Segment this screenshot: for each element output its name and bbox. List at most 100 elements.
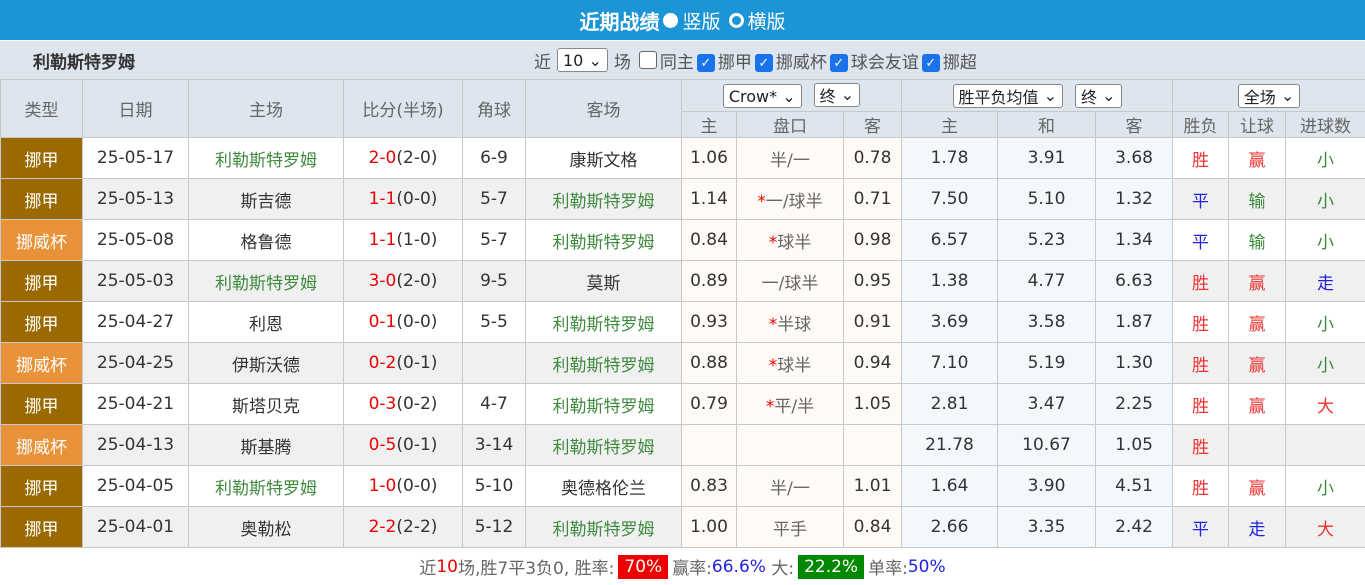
corners: 5-5 — [463, 302, 526, 343]
match-date: 25-04-27 — [83, 302, 189, 343]
goals-result: 大 — [1286, 384, 1365, 425]
win-odds: 2.66 — [902, 507, 998, 548]
away-team[interactable]: 利勒斯特罗姆 — [526, 220, 682, 261]
result: 胜 — [1173, 384, 1229, 425]
league-checkbox[interactable]: ✓ — [830, 54, 848, 72]
away-team[interactable]: 利勒斯特罗姆 — [526, 425, 682, 466]
match-date: 25-04-21 — [83, 384, 189, 425]
home-team[interactable]: 利恩 — [189, 302, 344, 343]
stage-select-1[interactable]: 终 ⌄ — [814, 83, 861, 107]
ah-line — [737, 425, 844, 466]
line-value: 一/球半 — [766, 192, 823, 212]
score[interactable]: 2-0(2-0) — [344, 138, 463, 179]
league-type[interactable]: 挪甲 — [1, 179, 83, 220]
chevron-down-icon: ⌄ — [1281, 86, 1294, 105]
loss-odds: 2.42 — [1096, 507, 1173, 548]
half-time-score: (0-0) — [396, 312, 437, 332]
away-team[interactable]: 利勒斯特罗姆 — [526, 384, 682, 425]
corners: 5-12 — [463, 507, 526, 548]
away-team[interactable]: 利勒斯特罗姆 — [526, 343, 682, 384]
goals-result: 走 — [1286, 261, 1365, 302]
draw-odds: 3.58 — [998, 302, 1096, 343]
company-select[interactable]: Crow* ⌄ — [723, 84, 802, 108]
league-type[interactable]: 挪威杯 — [1, 425, 83, 466]
league-type[interactable]: 挪甲 — [1, 138, 83, 179]
ah-home-odds: 0.84 — [682, 220, 737, 261]
count-select[interactable]: 10 ⌄ — [557, 48, 608, 72]
home-team[interactable]: 利勒斯特罗姆 — [189, 261, 344, 302]
table-row: 挪威杯 25-04-13 斯基腾 0-5(0-1) 3-14 利勒斯特罗姆 21… — [1, 425, 1365, 466]
score[interactable]: 0-3(0-2) — [344, 384, 463, 425]
result: 胜 — [1173, 425, 1229, 466]
summary-text: 赢率: — [672, 554, 712, 579]
league-type[interactable]: 挪甲 — [1, 507, 83, 548]
league-checkbox[interactable]: ✓ — [697, 54, 715, 72]
goals-result — [1286, 425, 1365, 466]
score[interactable]: 1-1(0-0) — [344, 179, 463, 220]
league-type[interactable]: 挪威杯 — [1, 220, 83, 261]
score[interactable]: 0-1(0-0) — [344, 302, 463, 343]
subcol: 主 — [902, 112, 998, 138]
loss-odds: 4.51 — [1096, 466, 1173, 507]
home-team[interactable]: 利勒斯特罗姆 — [189, 466, 344, 507]
ah-home-odds: 0.83 — [682, 466, 737, 507]
range-controls: 全场 ⌄ — [1173, 80, 1365, 112]
away-team[interactable]: 康斯文格 — [526, 138, 682, 179]
away-team[interactable]: 利勒斯特罗姆 — [526, 179, 682, 220]
league-type[interactable]: 挪威杯 — [1, 343, 83, 384]
home-team[interactable]: 斯塔贝克 — [189, 384, 344, 425]
team-name: 利勒斯特罗姆 — [33, 48, 135, 73]
ah-result: 赢 — [1229, 384, 1286, 425]
radio-horizontal[interactable] — [729, 13, 744, 28]
away-team[interactable]: 奥德格伦兰 — [526, 466, 682, 507]
chevron-down-icon: ⌄ — [782, 87, 795, 106]
league-type[interactable]: 挪甲 — [1, 466, 83, 507]
odds-type-select[interactable]: 胜平负均值 ⌄ — [953, 84, 1064, 108]
match-date: 25-04-05 — [83, 466, 189, 507]
half-time-score: (2-0) — [396, 148, 437, 168]
score[interactable]: 1-0(0-0) — [344, 466, 463, 507]
table-row: 挪甲 25-04-27 利恩 0-1(0-0) 5-5 利勒斯特罗姆 0.93 … — [1, 302, 1365, 343]
match-date: 25-04-25 — [83, 343, 189, 384]
score[interactable]: 3-0(2-0) — [344, 261, 463, 302]
away-team[interactable]: 莫斯 — [526, 261, 682, 302]
subcol: 客 — [844, 112, 902, 138]
subcol: 主 — [682, 112, 737, 138]
radio-vertical-label[interactable]: 竖版 — [682, 7, 720, 34]
home-team[interactable]: 斯吉德 — [189, 179, 344, 220]
range-select[interactable]: 全场 ⌄ — [1238, 84, 1301, 108]
stage-select-2[interactable]: 终 ⌄ — [1075, 84, 1122, 108]
ah-home-odds — [682, 425, 737, 466]
col-date: 日期 — [83, 80, 189, 138]
league-type[interactable]: 挪甲 — [1, 384, 83, 425]
ah-line: 半/一 — [737, 138, 844, 179]
home-team[interactable]: 斯基腾 — [189, 425, 344, 466]
home-team[interactable]: 利勒斯特罗姆 — [189, 138, 344, 179]
corners: 6-9 — [463, 138, 526, 179]
away-team[interactable]: 利勒斯特罗姆 — [526, 507, 682, 548]
score[interactable]: 2-2(2-2) — [344, 507, 463, 548]
score[interactable]: 0-2(0-1) — [344, 343, 463, 384]
league-type[interactable]: 挪甲 — [1, 261, 83, 302]
league-checkbox[interactable]: ✓ — [755, 54, 773, 72]
home-team[interactable]: 格鲁德 — [189, 220, 344, 261]
radio-vertical[interactable] — [663, 13, 678, 28]
win-odds: 2.81 — [902, 384, 998, 425]
home-team[interactable]: 奥勒松 — [189, 507, 344, 548]
score[interactable]: 0-5(0-1) — [344, 425, 463, 466]
league-checkbox[interactable]: ✓ — [922, 54, 940, 72]
same-home-checkbox[interactable] — [639, 51, 657, 69]
table-row: 挪甲 25-04-01 奥勒松 2-2(2-2) 5-12 利勒斯特罗姆 1.0… — [1, 507, 1365, 548]
star-mark: * — [769, 315, 778, 335]
ah-away-odds: 0.98 — [844, 220, 902, 261]
home-team[interactable]: 伊斯沃德 — [189, 343, 344, 384]
result: 胜 — [1173, 343, 1229, 384]
draw-odds: 3.90 — [998, 466, 1096, 507]
away-team[interactable]: 利勒斯特罗姆 — [526, 302, 682, 343]
league-type[interactable]: 挪甲 — [1, 302, 83, 343]
ah-line: *球半 — [737, 220, 844, 261]
score[interactable]: 1-1(1-0) — [344, 220, 463, 261]
subcol: 胜负 — [1173, 112, 1229, 138]
radio-horizontal-label[interactable]: 横版 — [748, 7, 786, 34]
